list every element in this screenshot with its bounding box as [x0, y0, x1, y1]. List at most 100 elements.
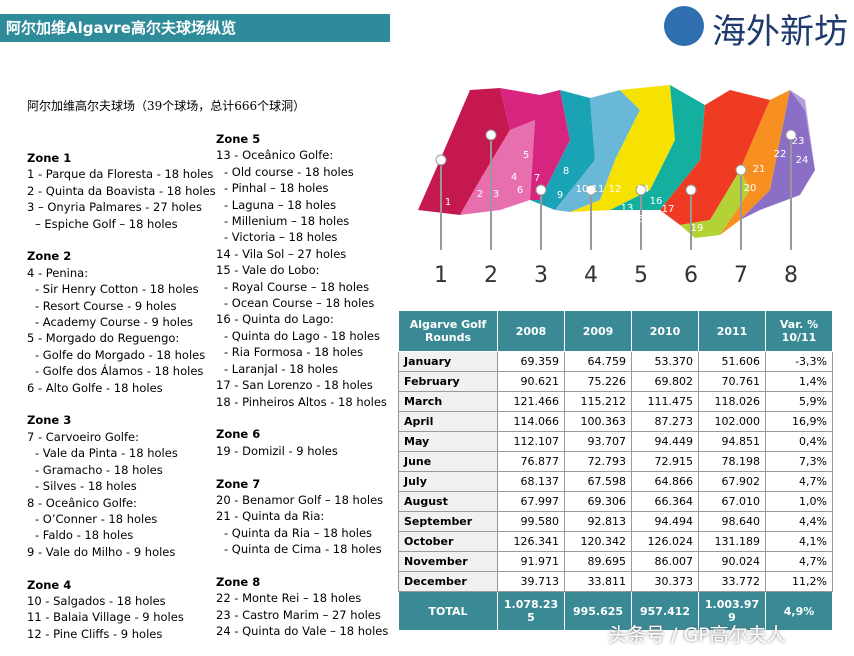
cell: 69.802 — [631, 371, 699, 392]
data-row: November 91.971 89.695 86.007 90.024 4,7% — [398, 551, 833, 572]
course-item: 8 - Oceânico Golfe: — [27, 495, 137, 510]
cell: 72.793 — [564, 451, 632, 472]
course-item: - Ria Formosa - 18 holes — [224, 345, 364, 360]
cell: 33.811 — [564, 571, 632, 592]
course-item: - Quinta da Ria – 18 holes — [224, 525, 373, 540]
course-item: 18 - Pinheiros Altos - 18 holes — [216, 394, 387, 409]
data-row: May 112.107 93.707 94.449 94.851 0,4% — [398, 431, 833, 452]
course-number: 14 — [637, 184, 650, 195]
cell: 94.449 — [631, 431, 699, 452]
cell: 118.026 — [698, 391, 766, 412]
course-item: 5 - Morgado do Reguengo: — [27, 331, 180, 346]
course-number: 9 — [557, 190, 563, 201]
pin — [535, 184, 547, 196]
cell: 7,3% — [765, 451, 833, 472]
header-cell: 2008 — [497, 310, 565, 352]
course-number: 8 — [563, 166, 569, 177]
course-item: - Laguna – 18 holes — [224, 197, 337, 212]
course-item: - O’Conner - 18 holes — [35, 511, 158, 526]
cell: 11,2% — [765, 571, 833, 592]
total-cell: TOTAL — [398, 591, 498, 631]
course-item: - Resort Course - 9 holes — [35, 298, 177, 313]
course-item: 13 - Oceânico Golfe: — [216, 148, 334, 163]
course-number: 11 — [592, 184, 605, 195]
watermark: 头条号 / GP高尔夫人 — [608, 624, 786, 646]
month-cell: August — [398, 491, 498, 512]
data-row: April 114.066 100.363 87.273 102.000 16,9% — [398, 411, 833, 432]
cell: 87.273 — [631, 411, 699, 432]
course-list: Zone 5 13 - Oceânico Golfe: - Old course -… — [216, 131, 388, 640]
header-cell: Algarve Golf Rounds — [398, 310, 498, 352]
cell: 67.598 — [564, 471, 632, 492]
data-row: March 121.466 115.212 111.475 118.026 5,9% — [398, 391, 833, 412]
course-item: 9 - Vale do Milho - 9 holes — [27, 544, 176, 559]
cell: 86.007 — [631, 551, 699, 572]
header-row: Algarve Golf Rounds 2008 2009 2010 2011 Var. … — [398, 310, 833, 352]
course-item: 4 - Penina: — [27, 265, 89, 280]
course-item: - Royal Course – 18 holes — [224, 279, 370, 294]
course-number: 7 — [534, 173, 540, 184]
month-cell: November — [398, 551, 498, 572]
header-cell: Var. % 10/11 — [765, 310, 833, 352]
cell: 111.475 — [631, 391, 699, 412]
course-item: 1 - Parque da Floresta - 18 holes — [27, 167, 214, 182]
header-cell: 2010 — [631, 310, 699, 352]
cell: 126.341 — [497, 531, 565, 552]
cell: 69.306 — [564, 491, 632, 512]
data-row: February 90.621 75.226 69.802 70.761 1,4% — [398, 371, 833, 392]
course-number: 15 — [632, 214, 645, 225]
course-item: 15 - Vale do Lobo: — [216, 263, 320, 278]
data-row: January 69.359 64.759 53.370 51.606 -3,3% — [398, 351, 833, 372]
cell: 98.640 — [698, 511, 766, 532]
cell: 75.226 — [564, 371, 632, 392]
cell: 1,4% — [765, 371, 833, 392]
course-item: 6 - Alto Golfe - 18 holes — [27, 380, 163, 395]
zone-title: Zone 8 — [216, 574, 261, 589]
course-item: 20 - Benamor Golf – 18 holes — [216, 492, 384, 507]
course-item: - Academy Course - 9 holes — [35, 315, 194, 330]
cell: 66.364 — [631, 491, 699, 512]
cell: 69.359 — [497, 351, 565, 372]
month-cell: February — [398, 371, 498, 392]
course-number: 19 — [691, 223, 704, 234]
logo: 海外新坊 — [712, 12, 848, 52]
cell: 5,9% — [765, 391, 833, 412]
header-cell: 2011 — [698, 310, 766, 352]
cell: 100.363 — [564, 411, 632, 432]
cell: 91.971 — [497, 551, 565, 572]
zone-number: 7 — [734, 263, 748, 288]
cell: 64.866 — [631, 471, 699, 492]
course-item: 10 - Salgados - 18 holes — [27, 593, 166, 608]
cell: 76.877 — [497, 451, 565, 472]
zone-title: Zone 3 — [27, 413, 72, 428]
pin — [485, 129, 497, 141]
month-cell: July — [398, 471, 498, 492]
month-cell: June — [398, 451, 498, 472]
cell: 4,1% — [765, 531, 833, 552]
cell: 4,7% — [765, 551, 833, 572]
golf-rounds-table: Algarve Golf Rounds 2008 2009 2010 2011 Var. … — [398, 310, 833, 631]
cell: 4,4% — [765, 511, 833, 532]
course-item: - Pinhal – 18 holes — [224, 181, 329, 196]
cell: 93.707 — [564, 431, 632, 452]
logo-mark — [664, 6, 704, 46]
course-item: 7 - Carvoeiro Golfe: — [27, 429, 140, 444]
course-number: 22 — [774, 149, 787, 160]
course-item: 24 - Quinta do Vale – 18 holes — [216, 624, 389, 639]
course-number: 24 — [796, 155, 809, 166]
total-cell: 957.412 — [631, 591, 699, 631]
course-item: - Vale da Pinta - 18 holes — [35, 446, 178, 461]
cell: 33.772 — [698, 571, 766, 592]
data-row: October 126.341 120.342 126.024 131.189 4,1% — [398, 531, 833, 552]
cell: 16,9% — [765, 411, 833, 432]
course-number: 2 — [477, 189, 483, 200]
cell: 0,4% — [765, 431, 833, 452]
cell: 4,7% — [765, 471, 833, 492]
course-item: 12 - Pine Cliffs - 9 holes — [27, 626, 163, 641]
course-number: 20 — [744, 183, 757, 194]
course-number: 4 — [511, 172, 517, 183]
course-number: 5 — [523, 150, 529, 161]
cell: 39.713 — [497, 571, 565, 592]
